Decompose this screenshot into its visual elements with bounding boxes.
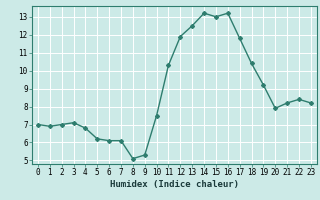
X-axis label: Humidex (Indice chaleur): Humidex (Indice chaleur) bbox=[110, 180, 239, 189]
